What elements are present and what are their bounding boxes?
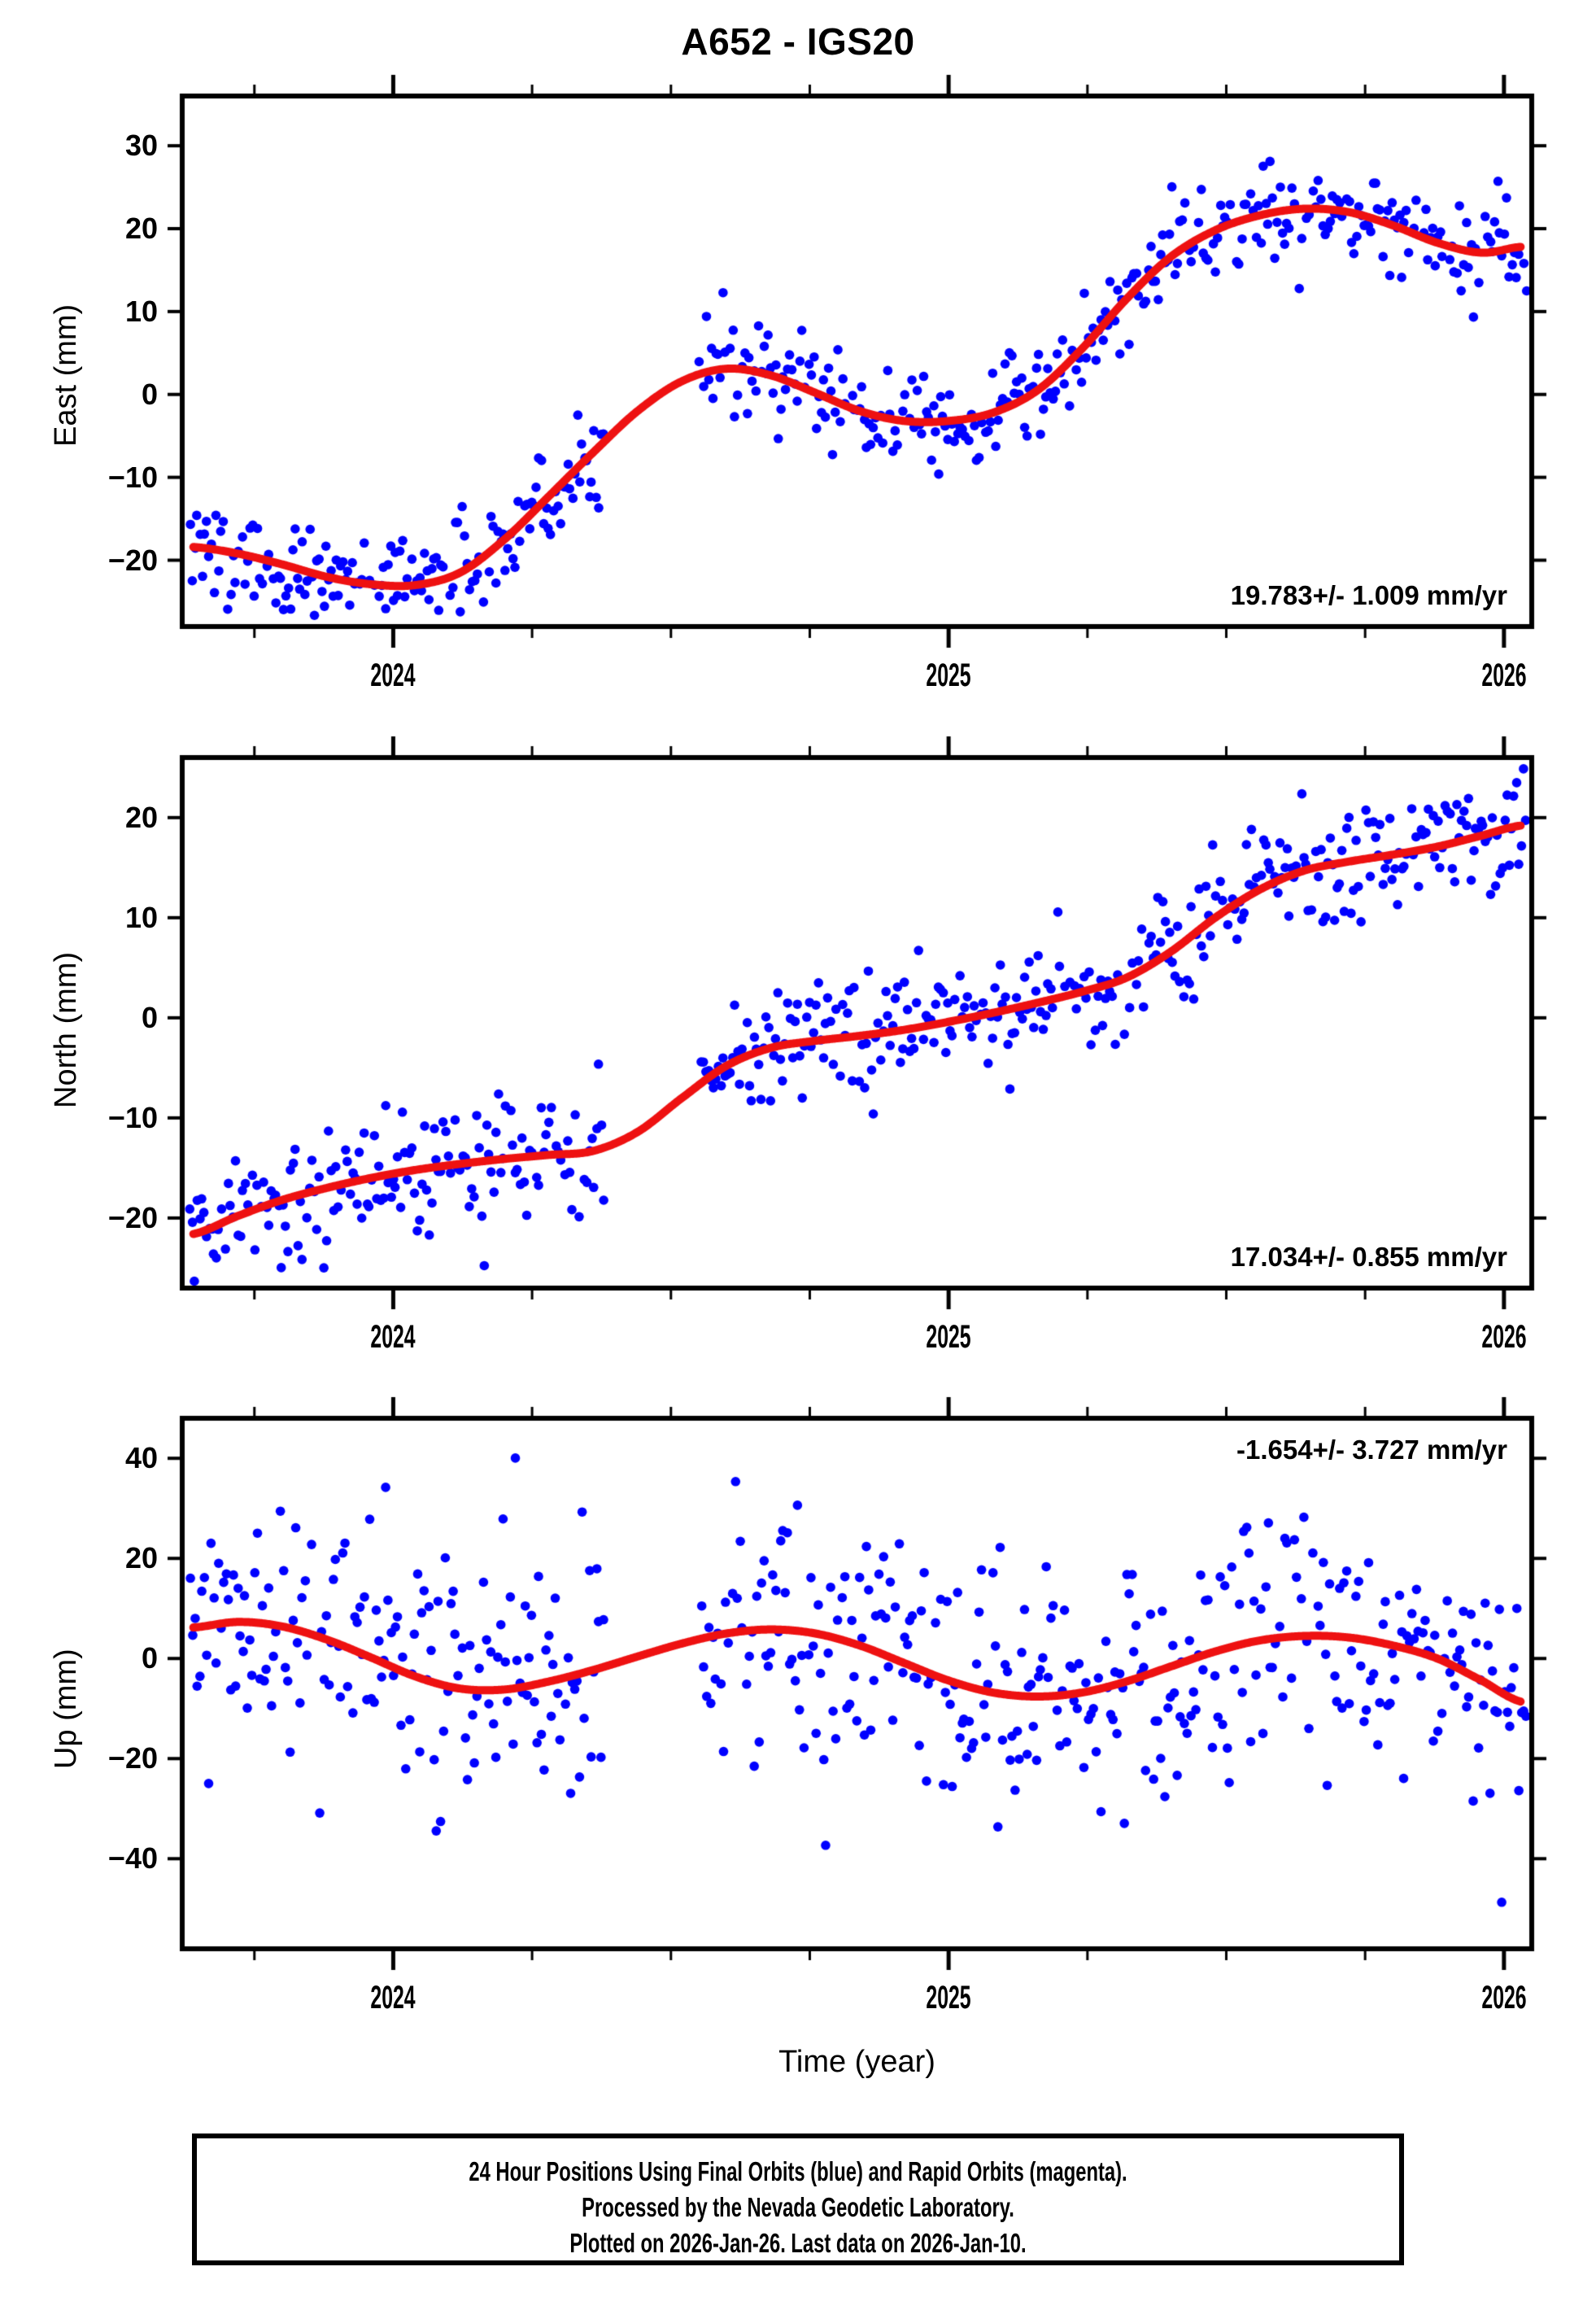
x-tick-label-2025: 2025 — [926, 657, 971, 693]
x-tick-label-2024: 2024 — [370, 1980, 416, 2016]
up-ytick-label: 0 — [141, 1641, 158, 1675]
x-tick-label-2024: 2024 — [370, 657, 416, 693]
east-ytick-label: −10 — [107, 460, 158, 494]
east-ytick-label: 20 — [124, 212, 158, 245]
x-axis-title: Time (year) — [778, 2045, 935, 2079]
east-ytick-label: 10 — [124, 294, 158, 328]
north-ytick-label: 20 — [124, 800, 158, 834]
x-tick-label-2025: 2025 — [926, 1980, 971, 2016]
caption-line-dates: Plotted on 2026-Jan-26. Last data on 202… — [569, 2228, 1027, 2258]
up-ytick-label: −20 — [107, 1741, 158, 1775]
page-title: A652 - IGS20 — [681, 20, 915, 63]
x-tick-label-2025: 2025 — [926, 1319, 971, 1355]
caption-line-processor: Processed by the Nevada Geodetic Laborat… — [582, 2192, 1014, 2222]
north-ytick-label: 10 — [124, 900, 158, 934]
x-tick-label-2024: 2024 — [370, 1319, 416, 1355]
up-rate-label: -1.654+/- 3.727 mm/yr — [1236, 1435, 1507, 1465]
north-ytick-label: −20 — [107, 1200, 158, 1234]
north-ytick-label: 0 — [141, 1000, 158, 1034]
x-tick-label-2026: 2026 — [1481, 1980, 1527, 2016]
east-ytick-label: −20 — [107, 543, 158, 577]
x-tick-label-2026: 2026 — [1481, 1319, 1527, 1355]
up-ytick-label: −40 — [107, 1841, 158, 1876]
x-tick-label-2026: 2026 — [1481, 657, 1527, 693]
north-rate-label: 17.034+/- 0.855 mm/yr — [1230, 1242, 1507, 1272]
caption-line-orbits: 24 Hour Positions Using Final Orbits (bl… — [469, 2156, 1127, 2186]
east-ytick-label: 0 — [141, 377, 158, 411]
up-ytick-label: 40 — [124, 1441, 158, 1475]
caption-box: 24 Hour Positions Using Final Orbits (bl… — [192, 2133, 1404, 2265]
up-ytick-label: 20 — [124, 1541, 158, 1575]
east-ytick-label: 30 — [124, 129, 158, 163]
east-rate-label: 19.783+/- 1.009 mm/yr — [1230, 580, 1507, 610]
north-ytick-label: −10 — [107, 1100, 158, 1134]
